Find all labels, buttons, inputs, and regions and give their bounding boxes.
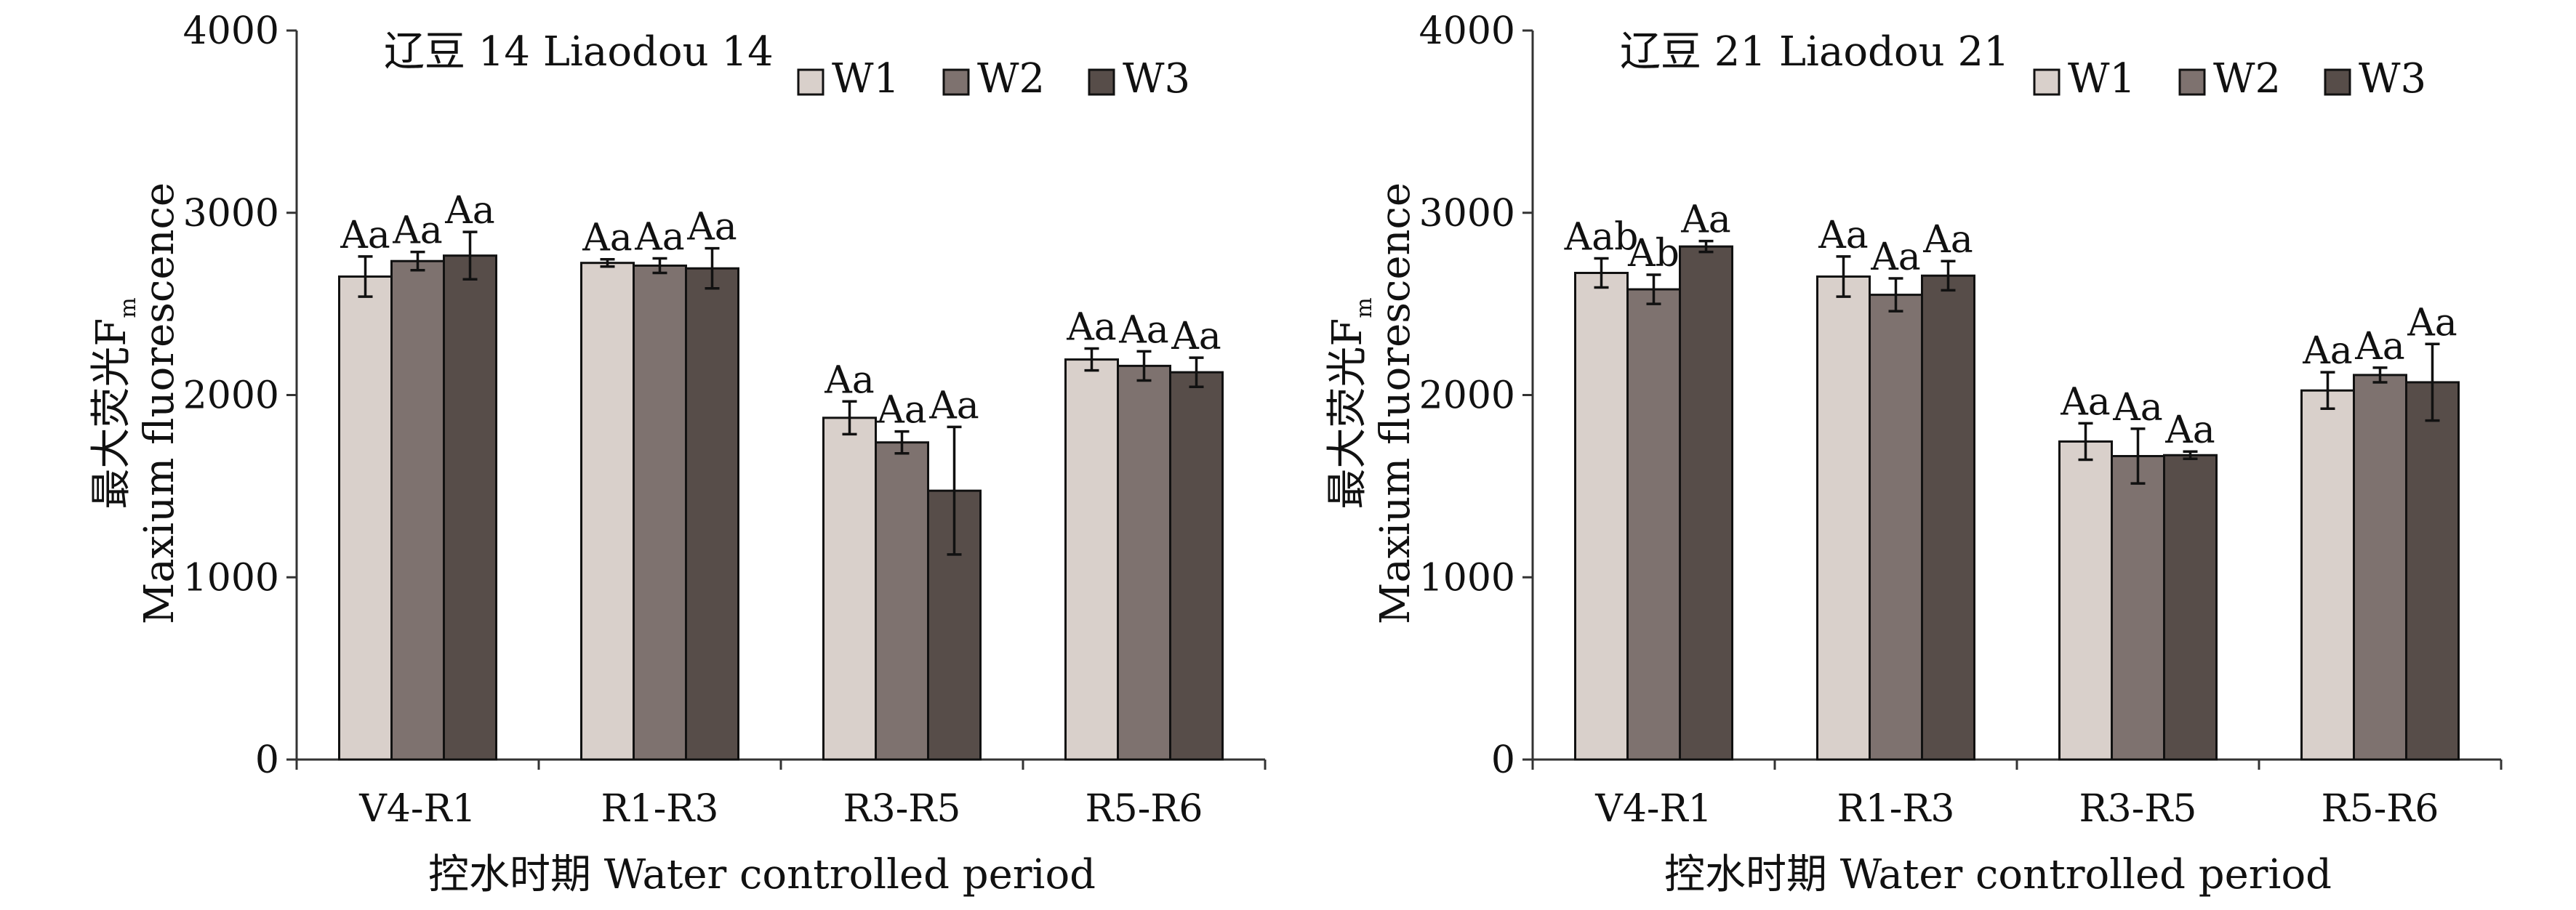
y-tick-label: 0 xyxy=(1491,738,1515,782)
x-axis-label: 控水时期 Water controlled period xyxy=(428,851,1096,898)
significance-label: Aa xyxy=(2112,386,2163,430)
bar-w2 xyxy=(2111,455,2165,761)
legend-swatch-w3 xyxy=(2324,68,2351,96)
significance-label: Aa xyxy=(686,206,737,249)
bar-w2 xyxy=(1117,364,1171,761)
bar-w1 xyxy=(1574,271,1629,761)
y-axis-label-en: Maxium fluorescence xyxy=(1372,182,1419,624)
x-axis-label: 控水时期 Water controlled period xyxy=(1664,851,2332,898)
y-tick-label: 1000 xyxy=(1419,556,1515,600)
bar-w3 xyxy=(2405,381,2460,761)
significance-label: Aa xyxy=(2407,301,2457,345)
significance-label: Aa xyxy=(1680,198,1731,242)
bar-w2 xyxy=(1869,294,1923,761)
significance-label: Aa xyxy=(392,209,443,253)
y-tick-label: 2000 xyxy=(183,374,279,418)
bar-w2 xyxy=(633,264,687,761)
x-tick-label: R1-R3 xyxy=(601,787,718,831)
legend-label-w3: W3 xyxy=(2359,55,2426,102)
y-axis-label-en: Maxium fluorescence xyxy=(136,182,183,624)
bar-w2 xyxy=(875,441,929,761)
y-tick-label: 2000 xyxy=(1419,374,1515,418)
bar-w1 xyxy=(580,262,635,761)
significance-label: Aa xyxy=(1922,218,1973,262)
bar-w1 xyxy=(338,275,393,761)
legend-swatch-w2 xyxy=(942,68,970,96)
chart-panel-liaodou-21: 最大荧光Fm Maxium fluorescence 辽豆 21 Liaodou… xyxy=(1324,9,2503,898)
y-tick-label: 1000 xyxy=(183,556,279,600)
significance-label: Aa xyxy=(2354,325,2405,369)
x-tick-label: R3-R5 xyxy=(843,787,960,831)
x-tick-label: R3-R5 xyxy=(2079,787,2196,831)
significance-label: Aa xyxy=(928,384,979,427)
chart-title: 辽豆 14 Liaodou 14 xyxy=(384,28,774,76)
bar-w1 xyxy=(822,416,877,761)
y-axis-label: 最大荧光Fm Maxium fluorescence xyxy=(1324,182,1419,624)
bar-w1 xyxy=(1816,275,1871,761)
legend-swatch-w2 xyxy=(2178,68,2206,96)
chart-panel-liaodou-14: 最大荧光Fm Maxium fluorescence 辽豆 14 Liaodou… xyxy=(88,9,1267,898)
x-tick-label: V4-R1 xyxy=(358,787,476,831)
y-tick-label: 0 xyxy=(255,738,279,782)
significance-label: Aa xyxy=(444,189,495,233)
bar-w1 xyxy=(2300,389,2355,761)
legend-swatch-w1 xyxy=(2033,68,2061,96)
significance-label: Aa xyxy=(340,214,390,257)
y-axis-label-cn: 最大荧光Fm xyxy=(1324,297,1377,509)
bar-w1 xyxy=(1064,358,1119,761)
y-tick-label: 4000 xyxy=(1419,9,1515,53)
bar-w2 xyxy=(390,259,445,761)
significance-label: Aa xyxy=(1870,235,1921,279)
bar-w3 xyxy=(1169,371,1224,761)
legend-label-w1: W1 xyxy=(2068,55,2135,102)
x-tick-label: V4-R1 xyxy=(1594,787,1712,831)
significance-label: Aa xyxy=(1066,306,1117,350)
significance-label: Aa xyxy=(2302,329,2353,373)
significance-label: Aab xyxy=(1564,215,1639,259)
bar-w2 xyxy=(1626,288,1681,761)
x-tick-label: R5-R6 xyxy=(1085,787,1203,831)
y-tick-label: 4000 xyxy=(183,9,279,53)
legend-label-w2: W2 xyxy=(977,55,1045,102)
significance-label: Aa xyxy=(582,217,633,260)
y-axis-label-cn: 最大荧光Fm xyxy=(88,297,141,509)
legend-label-w2: W2 xyxy=(2213,55,2281,102)
bar-w3 xyxy=(443,254,497,761)
legend-swatch-w3 xyxy=(1088,68,1115,96)
significance-label: Ab xyxy=(1627,232,1680,275)
bar-w1 xyxy=(2058,440,2113,761)
significance-label: Aa xyxy=(824,358,875,402)
significance-label: Aa xyxy=(2060,380,2111,424)
x-tick-label: R1-R3 xyxy=(1837,787,1954,831)
y-axis-label: 最大荧光Fm Maxium fluorescence xyxy=(88,182,183,624)
significance-label: Aa xyxy=(2164,408,2215,452)
significance-label: Aa xyxy=(876,389,927,432)
significance-label: Aa xyxy=(634,215,685,259)
bar-w3 xyxy=(685,267,739,761)
chart-title: 辽豆 21 Liaodou 21 xyxy=(1620,28,2010,76)
bar-w3 xyxy=(2163,454,2218,761)
bar-w3 xyxy=(1679,245,1733,761)
legend-label-w1: W1 xyxy=(832,55,899,102)
significance-label: Aa xyxy=(1818,214,1869,257)
y-tick-label: 3000 xyxy=(183,192,279,235)
legend-label-w3: W3 xyxy=(1123,55,1190,102)
significance-label: Aa xyxy=(1171,315,1221,358)
x-tick-label: R5-R6 xyxy=(2321,787,2439,831)
y-tick-label: 3000 xyxy=(1419,192,1515,235)
legend-swatch-w1 xyxy=(797,68,824,96)
bar-w2 xyxy=(2353,374,2407,761)
bar-w3 xyxy=(1921,274,1975,761)
significance-label: Aa xyxy=(1118,308,1169,352)
